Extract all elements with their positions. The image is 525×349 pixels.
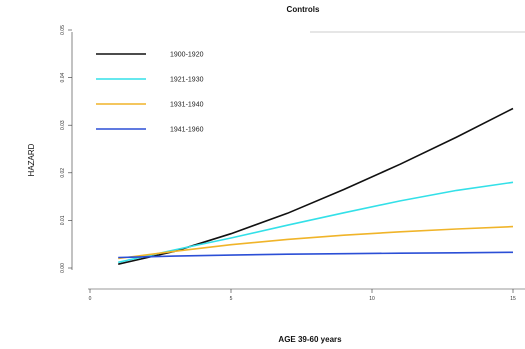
x-tick-label: 10 xyxy=(369,296,375,302)
y-axis-label: HAZARD xyxy=(27,143,36,176)
series-line-1941-1960 xyxy=(118,251,514,259)
y-tick-label: 0.03 xyxy=(60,120,66,130)
x-tick-label: 15 xyxy=(510,296,516,302)
legend: 1900-1920 1921-1930 1931-1940 1941-1960 xyxy=(96,52,204,134)
legend-label: 1900-1920 xyxy=(170,52,204,59)
series-line-1921-1930 xyxy=(118,181,514,264)
y-tick-label: 0.05 xyxy=(60,25,66,35)
chart-title: Controls xyxy=(287,5,320,14)
legend-label: 1921-1930 xyxy=(170,77,204,84)
y-tick-label: 0.04 xyxy=(60,73,66,83)
legend-label: 1931-1940 xyxy=(170,102,204,109)
legend-label: 1941-1960 xyxy=(170,127,204,134)
y-ticks: 0.00 0.01 0.02 0.03 0.04 0.05 xyxy=(60,25,72,273)
x-axis-label: AGE 39-60 years xyxy=(278,335,342,344)
y-tick-label: 0.02 xyxy=(60,168,66,178)
series-line-1931-1940 xyxy=(118,225,514,260)
y-tick-label: 0.00 xyxy=(60,263,66,273)
series-lines xyxy=(118,107,514,265)
y-tick-label: 0.01 xyxy=(60,215,66,225)
x-ticks: 0 5 10 15 xyxy=(89,289,516,302)
x-tick-label: 5 xyxy=(230,296,233,302)
x-tick-label: 0 xyxy=(89,296,92,302)
